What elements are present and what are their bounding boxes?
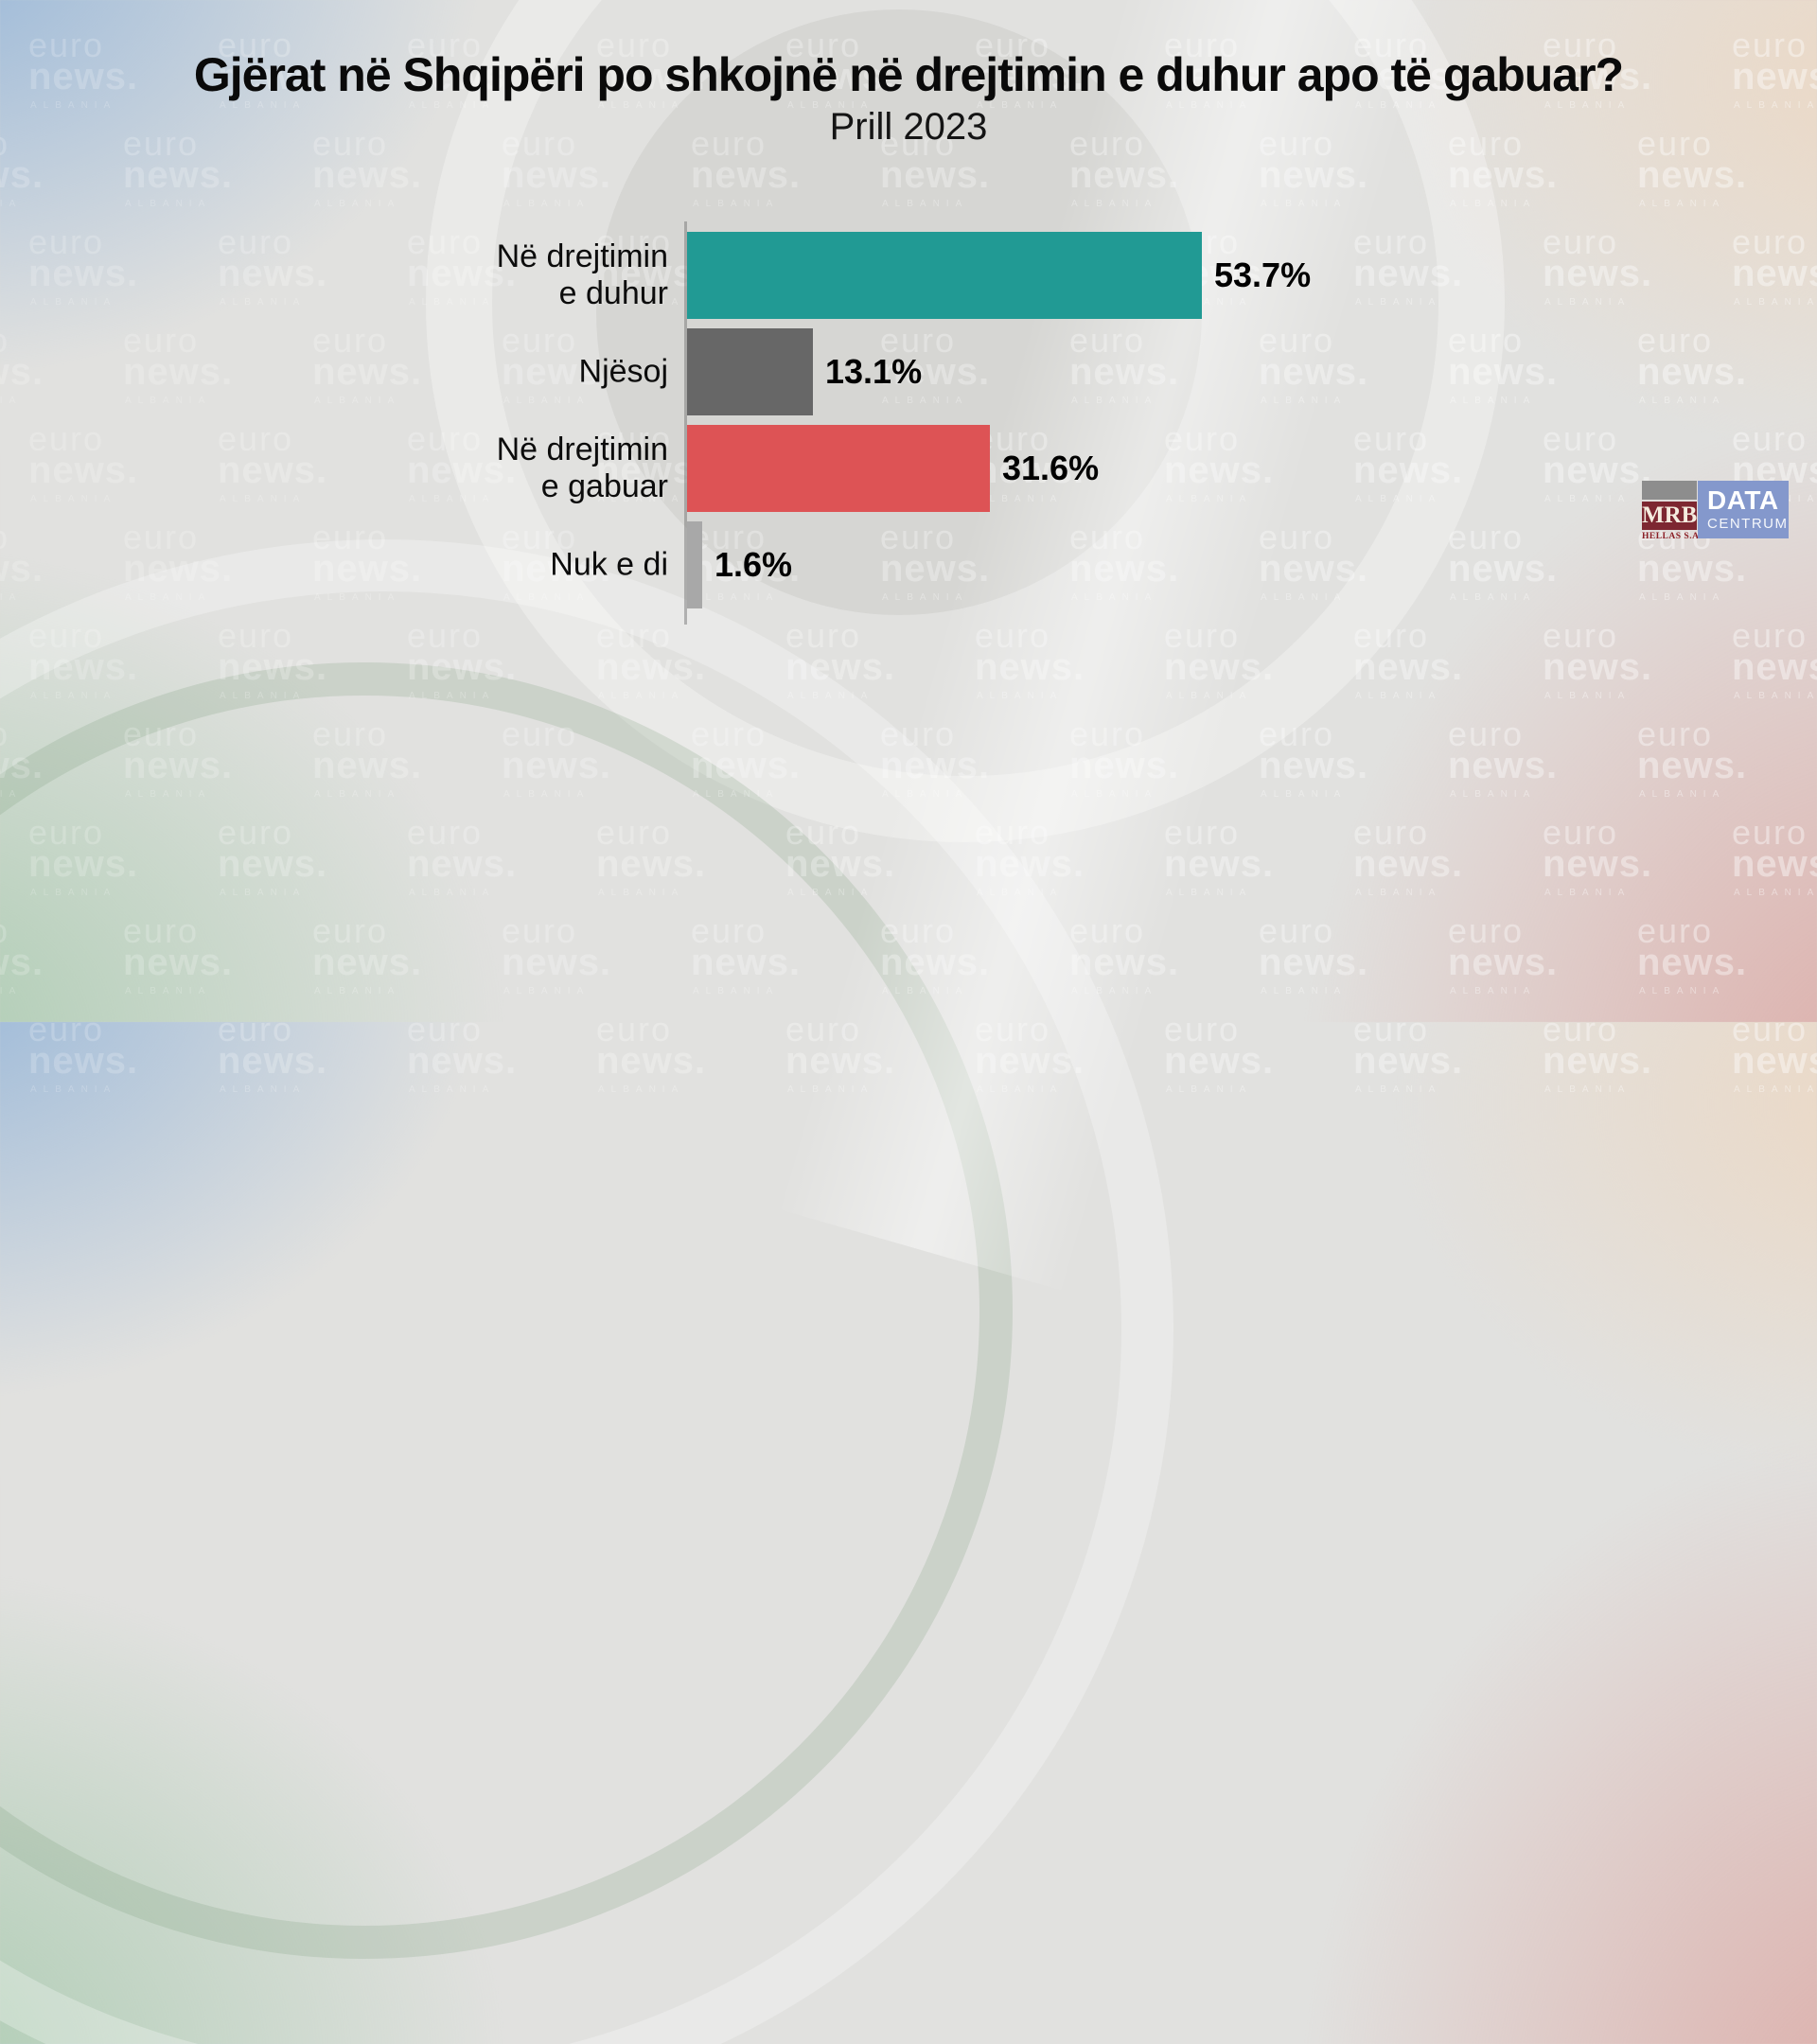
euronews-watermark-line2: news.	[785, 1040, 896, 1082]
bar-row: Njësoj 13.1%	[0, 328, 1817, 415]
bar	[687, 425, 990, 512]
source-logos: MRB HELLAS S.A. DATA CENTRUM	[1642, 481, 1789, 541]
euronews-watermark-line2: news.	[218, 1040, 328, 1082]
euronews-watermark-line3: ALBANIA	[977, 1084, 1064, 1095]
euronews-watermark-line2: news.	[596, 1040, 707, 1082]
bar-chart: Në drejtimin e duhur 53.7% Njësoj 13.1% Në d…	[0, 221, 1817, 625]
mrb-hellas-logo: MRB HELLAS S.A.	[1642, 481, 1702, 541]
chart-content: Gjërat në Shqipëri po shkojnë në drejtim…	[0, 48, 1817, 625]
data-centrum-logo: DATA CENTRUM	[1698, 481, 1789, 538]
euronews-watermark-line3: ALBANIA	[1544, 1084, 1632, 1095]
euronews-watermark-line2: news.	[407, 1040, 518, 1082]
mrb-logo-gray-block	[1642, 481, 1697, 500]
euronews-watermark-line2: news.	[1164, 1040, 1275, 1082]
euronews-watermark-line2: news.	[975, 1040, 1085, 1082]
euronews-watermark-line2: news.	[1732, 1040, 1817, 1082]
mrb-logo-name: MRB	[1642, 502, 1698, 530]
euronews-watermark-line3: ALBANIA	[787, 1084, 874, 1095]
bar	[687, 328, 813, 415]
euronews-watermark-line3: ALBANIA	[1166, 1084, 1253, 1095]
euronews-watermark-line2: news.	[28, 1040, 139, 1082]
euronews-watermark-line2: news.	[1353, 1040, 1464, 1082]
value-label: 31.6%	[1002, 449, 1100, 487]
value-label: 1.6%	[714, 545, 793, 584]
category-label: Në drejtimin e gabuar	[496, 431, 668, 504]
bar	[687, 521, 702, 608]
bar-row: Nuk e di 1.6%	[0, 521, 1817, 608]
axis-baseline	[684, 221, 687, 625]
euronews-watermark-line2: news.	[1543, 1040, 1653, 1082]
euronews-watermark-line3: ALBANIA	[1734, 1084, 1817, 1095]
value-label: 13.1%	[825, 352, 923, 391]
mrb-logo-subtitle: HELLAS S.A.	[1642, 532, 1702, 541]
euronews-watermark-line3: ALBANIA	[220, 1084, 307, 1095]
euronews-watermark-line3: ALBANIA	[30, 1084, 117, 1095]
chart-title: Gjërat në Shqipëri po shkojnë në drejtim…	[193, 48, 1624, 101]
euronews-watermark-line3: ALBANIA	[1355, 1084, 1442, 1095]
bar	[687, 232, 1202, 319]
euronews-watermark-line3: ALBANIA	[409, 1084, 496, 1095]
data-centrum-line1: DATA	[1707, 485, 1779, 515]
chart-subtitle: Prill 2023	[829, 106, 988, 148]
value-label: 53.7%	[1214, 256, 1312, 294]
euronews-watermark-line3: ALBANIA	[598, 1084, 685, 1095]
bar-row: Në drejtimin e gabuar 31.6%	[0, 425, 1817, 512]
bar-row: Në drejtimin e duhur 53.7%	[0, 232, 1817, 319]
data-centrum-line2: CENTRUM	[1707, 516, 1789, 532]
category-label: Nuk e di	[550, 546, 668, 583]
category-label: Në drejtimin e duhur	[496, 238, 668, 311]
category-label: Njësoj	[578, 353, 668, 390]
